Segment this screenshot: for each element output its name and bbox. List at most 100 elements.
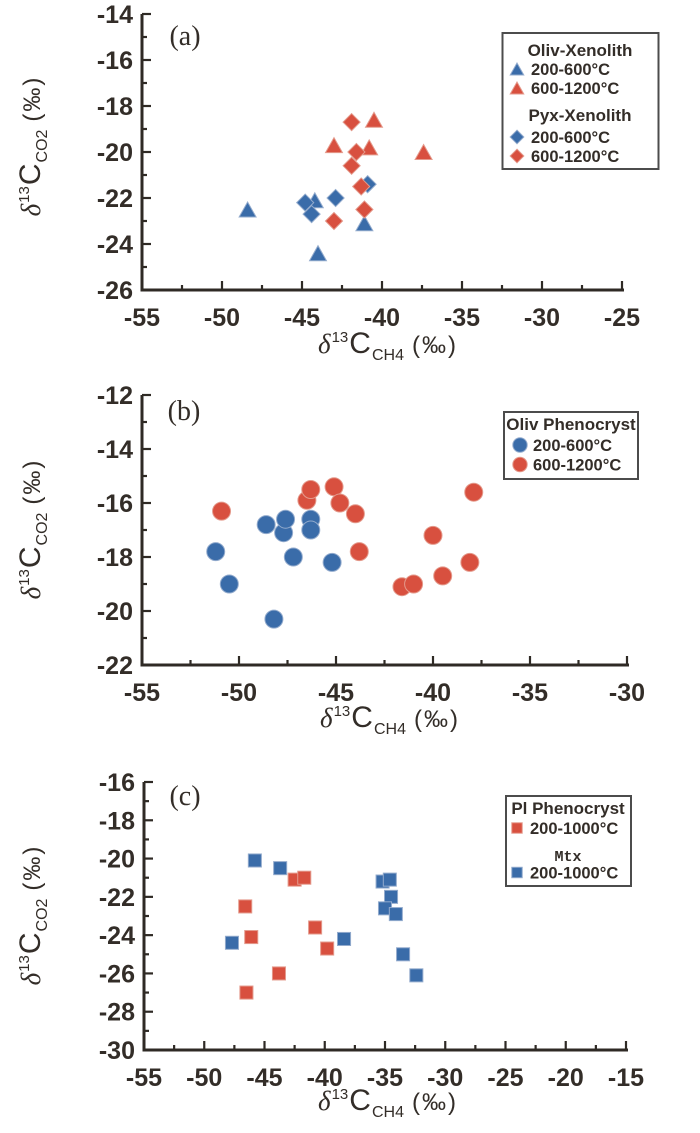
data-point-triangle-red: [364, 111, 384, 128]
x-tick-label: -30: [427, 1064, 463, 1092]
legend-title: Oliv-Xenolith: [528, 41, 633, 60]
x-tick-label: -30: [524, 304, 560, 332]
data-point-square-red: [271, 966, 286, 981]
legend-title: Oliv Phenocryst: [506, 415, 636, 434]
x-tick-label: -55: [124, 304, 160, 332]
data-point-square-blue: [273, 861, 288, 876]
legend-box: [501, 32, 660, 170]
y-tick-label: -28: [99, 999, 135, 1027]
y-tick-label: -14: [97, 436, 133, 464]
data-point-triangle-blue: [308, 244, 328, 262]
data-point-circle-red: [464, 482, 484, 502]
y-tick-label: -24: [97, 231, 133, 259]
data-point-triangle-red: [324, 136, 344, 154]
legend-title: Pl Phenocryst: [511, 799, 625, 818]
y-tick-label: -22: [97, 652, 133, 680]
x-tick-label: -40: [307, 1064, 343, 1092]
legend-item-label: 200-1000°C: [530, 865, 618, 883]
series-1: [224, 853, 424, 983]
legend-title: Mtx: [554, 849, 581, 866]
data-point-circle-blue: [283, 547, 303, 567]
y-tick-label: -16: [97, 47, 133, 75]
data-point-square-blue: [337, 931, 352, 946]
legend-box: [505, 795, 632, 887]
legend-circle-blue-icon: [512, 437, 528, 453]
data-point-triangle-blue: [238, 200, 257, 218]
x-axis-title: δ13CCH4 (‰): [318, 327, 458, 364]
series-0: [206, 509, 342, 629]
y-tick-label: -14: [97, 1, 133, 29]
y-tick-label: -20: [97, 139, 133, 167]
legend-item-label: 600-1200°C: [531, 148, 619, 166]
panel-a: -55 -50 -45 -40 -35 -30 -25 -26 -24 -22 -20 -18 -16 -…: [14, 1, 660, 364]
y-tick-label: -16: [99, 769, 135, 797]
data-point-square-red: [244, 930, 259, 945]
y-tick-label: -20: [97, 598, 133, 626]
x-tick-label: -20: [548, 1064, 584, 1092]
x-tick-label: -25: [604, 304, 640, 332]
y-tick-label: -18: [99, 807, 135, 835]
data-point-square-blue: [409, 968, 424, 983]
x-tick-label: -15: [608, 1064, 644, 1092]
x-axis-title: δ13CCH4 (‰): [320, 701, 460, 738]
data-point-circle-blue: [322, 552, 342, 572]
data-point-circle-red: [404, 574, 424, 594]
panel-c: -55 -50 -45 -40 -35 -30 -25 -20 -15 -30 -28 -26 -24 -…: [14, 769, 644, 1121]
x-tick-label: -25: [487, 1064, 523, 1092]
data-point-diamond-red: [347, 142, 366, 162]
y-tick-label: -20: [99, 846, 135, 874]
legend-triangle-red-icon: [509, 80, 525, 95]
y-tick-label: -18: [97, 93, 133, 121]
y-axis-title: δ13CCO2(‰): [14, 845, 51, 986]
data-point-diamond-red: [342, 112, 361, 132]
data-point-diamond-blue: [302, 204, 321, 224]
data-point-circle-blue: [276, 509, 296, 529]
y-tick-label: -22: [99, 884, 135, 912]
data-point-circle-red: [330, 493, 350, 513]
data-point-diamond-blue: [326, 188, 345, 208]
y-tick-label: -26: [99, 960, 135, 988]
x-tick-label: -45: [284, 304, 320, 332]
y-tick-label: -30: [99, 1037, 135, 1065]
legend-item-label: 200-1000°C: [530, 820, 618, 838]
data-point-square-red: [297, 870, 312, 885]
legend-item-label: 200-600°C: [533, 437, 612, 455]
legend-title: Pyx-Xenolith: [529, 106, 632, 125]
data-point-circle-blue: [219, 574, 239, 594]
data-point-square-blue: [396, 947, 411, 962]
data-point-square-red: [308, 920, 323, 935]
data-point-square-blue: [388, 907, 403, 922]
data-point-square-red: [320, 941, 335, 956]
data-point-square-blue: [247, 853, 262, 868]
x-tick-label: -50: [186, 1064, 222, 1092]
x-tick-label: -40: [364, 304, 400, 332]
legend-circle-red-icon: [512, 456, 528, 473]
legend-item-label: 200-600°C: [531, 129, 610, 147]
legend: Oliv Phenocryst 200-600°C 600-1200°C: [503, 411, 639, 480]
y-tick-label: -26: [97, 277, 133, 305]
series-1: [212, 477, 484, 597]
data-point-circle-red: [433, 566, 453, 586]
data-point-circle-blue: [264, 609, 284, 629]
x-tick-label: -35: [367, 1064, 403, 1092]
data-point-square-blue: [224, 935, 239, 950]
data-point-square-red: [239, 985, 254, 1000]
data-point-triangle-red: [359, 138, 379, 156]
y-tick-label: -16: [97, 490, 133, 518]
data-point-diamond-red: [351, 177, 371, 196]
legend-diamond-blue-icon: [509, 129, 525, 145]
legend-triangle-blue-icon: [509, 61, 525, 76]
data-point-diamond-red: [342, 156, 361, 176]
data-point-circle-red: [349, 542, 369, 562]
panel-letter: (c): [169, 781, 200, 812]
y-tick-label: -24: [99, 922, 135, 950]
y-tick-label: -22: [97, 185, 133, 213]
y-axis-title: δ13CCO2(‰): [14, 76, 51, 217]
x-axis-title: δ13CCH4 (‰): [318, 1084, 458, 1121]
data-point-circle-red: [301, 480, 321, 499]
data-point-square-red: [238, 899, 253, 914]
data-point-diamond-red: [355, 200, 374, 219]
